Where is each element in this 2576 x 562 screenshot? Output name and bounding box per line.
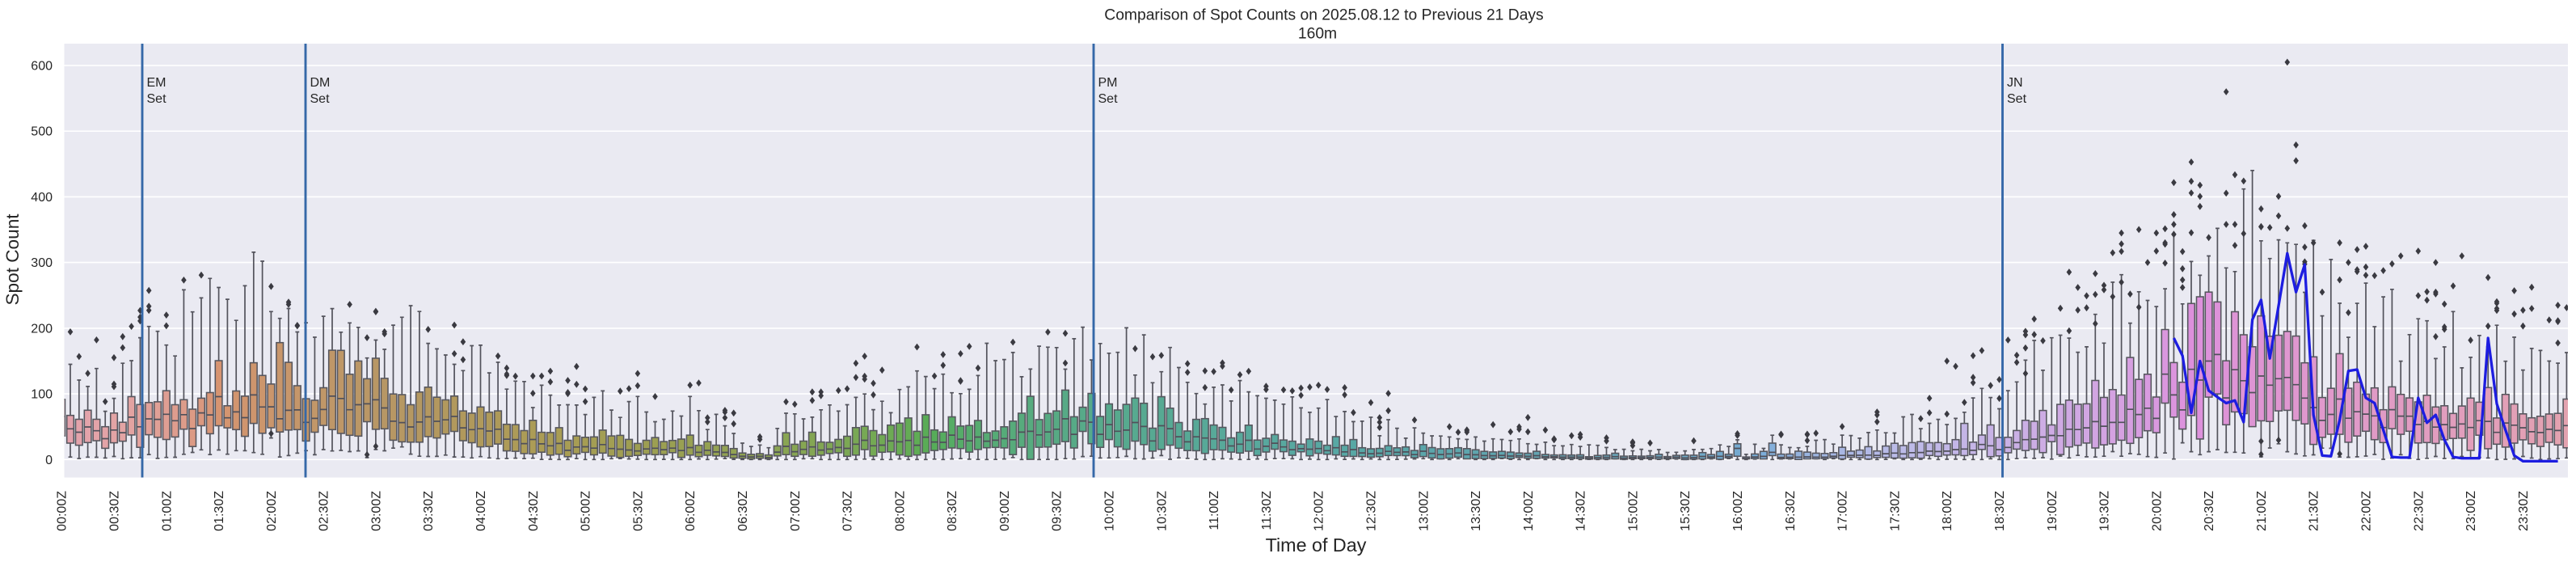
svg-text:23:30Z: 23:30Z (2517, 491, 2531, 531)
svg-text:21:00Z: 21:00Z (2255, 491, 2269, 531)
svg-text:03:30Z: 03:30Z (422, 491, 436, 531)
svg-text:Set: Set (310, 92, 331, 106)
svg-text:Set: Set (2007, 92, 2027, 106)
svg-text:04:00Z: 04:00Z (474, 491, 488, 531)
svg-text:23:00Z: 23:00Z (2464, 491, 2478, 531)
svg-text:09:30Z: 09:30Z (1051, 491, 1065, 531)
svg-text:10:30Z: 10:30Z (1155, 491, 1169, 531)
svg-text:08:00Z: 08:00Z (893, 491, 907, 531)
svg-text:19:00Z: 19:00Z (2046, 491, 2060, 531)
svg-text:01:00Z: 01:00Z (160, 491, 174, 531)
svg-text:06:30Z: 06:30Z (736, 491, 750, 531)
svg-text:Time of Day: Time of Day (1266, 535, 1367, 556)
svg-text:14:00Z: 14:00Z (1522, 491, 1536, 531)
svg-text:20:30Z: 20:30Z (2203, 491, 2216, 531)
svg-text:18:30Z: 18:30Z (1993, 491, 2007, 531)
svg-text:01:30Z: 01:30Z (213, 491, 226, 531)
svg-text:DM: DM (310, 76, 331, 90)
svg-text:0: 0 (45, 454, 53, 467)
svg-text:00:00Z: 00:00Z (56, 491, 70, 531)
svg-text:02:30Z: 02:30Z (318, 491, 331, 531)
svg-text:13:00Z: 13:00Z (1417, 491, 1431, 531)
svg-text:17:30Z: 17:30Z (1888, 491, 1902, 531)
svg-text:300: 300 (31, 256, 53, 270)
svg-text:09:00Z: 09:00Z (998, 491, 1012, 531)
svg-text:200: 200 (31, 322, 53, 336)
svg-text:19:30Z: 19:30Z (2098, 491, 2112, 531)
svg-text:PM: PM (1098, 76, 1118, 90)
svg-text:20:00Z: 20:00Z (2150, 491, 2164, 531)
svg-text:16:30Z: 16:30Z (1784, 491, 1798, 531)
svg-text:02:00Z: 02:00Z (265, 491, 279, 531)
svg-text:04:30Z: 04:30Z (527, 491, 541, 531)
svg-text:05:00Z: 05:00Z (580, 491, 593, 531)
svg-text:13:30Z: 13:30Z (1469, 491, 1483, 531)
svg-text:Comparison of Spot Counts on 2: Comparison of Spot Counts on 2025.08.12 … (1104, 7, 1543, 24)
svg-text:03:00Z: 03:00Z (369, 491, 383, 531)
svg-text:10:00Z: 10:00Z (1103, 491, 1117, 531)
svg-text:15:00Z: 15:00Z (1626, 491, 1640, 531)
svg-text:05:30Z: 05:30Z (631, 491, 645, 531)
svg-text:Set: Set (1098, 92, 1119, 106)
svg-text:06:00Z: 06:00Z (684, 491, 698, 531)
svg-text:160m: 160m (1298, 26, 1337, 43)
svg-text:22:30Z: 22:30Z (2412, 491, 2426, 531)
svg-text:600: 600 (31, 60, 53, 74)
svg-text:18:00Z: 18:00Z (1941, 491, 1954, 531)
svg-text:14:30Z: 14:30Z (1575, 491, 1588, 531)
svg-text:11:00Z: 11:00Z (1208, 491, 1221, 530)
svg-text:JN: JN (2007, 76, 2023, 90)
svg-text:11:30Z: 11:30Z (1260, 491, 1274, 530)
svg-text:EM: EM (147, 76, 167, 90)
svg-text:22:00Z: 22:00Z (2360, 491, 2374, 531)
svg-text:17:00Z: 17:00Z (1836, 491, 1850, 531)
svg-text:21:30Z: 21:30Z (2308, 491, 2321, 531)
svg-text:Set: Set (147, 92, 167, 106)
svg-text:00:30Z: 00:30Z (108, 491, 122, 531)
svg-text:12:00Z: 12:00Z (1313, 491, 1326, 531)
svg-text:Spot Count: Spot Count (2, 213, 23, 306)
svg-text:07:00Z: 07:00Z (789, 491, 803, 531)
svg-text:100: 100 (31, 388, 53, 402)
svg-text:07:30Z: 07:30Z (841, 491, 855, 531)
svg-text:500: 500 (31, 125, 53, 139)
svg-text:400: 400 (31, 191, 53, 205)
svg-text:12:30Z: 12:30Z (1365, 491, 1379, 531)
svg-text:16:00Z: 16:00Z (1731, 491, 1745, 531)
svg-text:08:30Z: 08:30Z (946, 491, 959, 531)
svg-text:15:30Z: 15:30Z (1679, 491, 1693, 531)
